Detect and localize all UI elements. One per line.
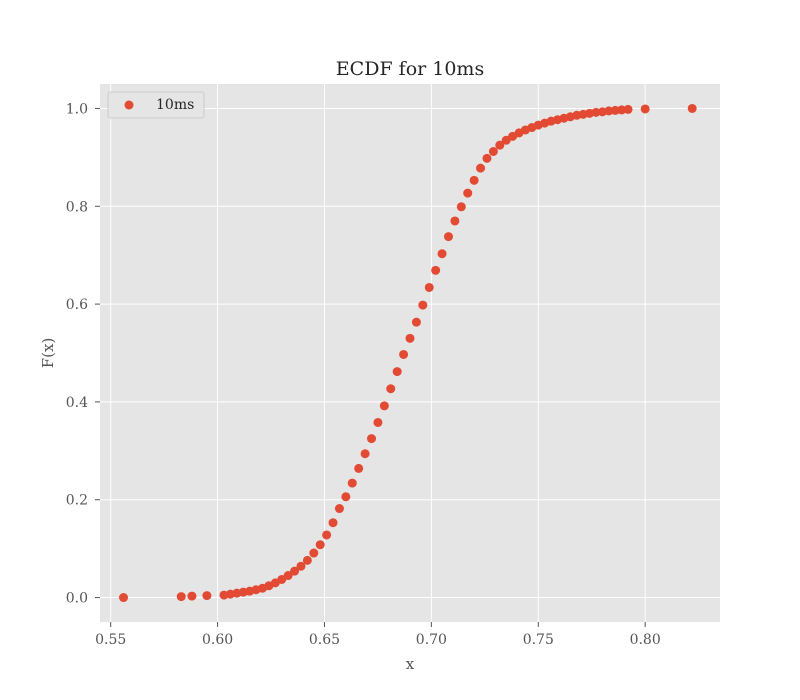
data-point xyxy=(418,300,428,310)
data-point xyxy=(373,417,383,427)
legend: 10ms xyxy=(107,91,205,119)
data-point xyxy=(424,282,434,292)
chart-title: ECDF for 10ms xyxy=(336,58,484,80)
data-point xyxy=(309,548,319,558)
y-axis-label: F(x) xyxy=(39,338,57,369)
data-point xyxy=(290,566,300,576)
y-tick-label: 0.8 xyxy=(66,199,88,215)
x-axis-ticks: 0.55 0.60 0.65 0.70 0.75 0.80 xyxy=(95,622,661,648)
data-point xyxy=(354,463,364,473)
x-tick-label: 0.65 xyxy=(309,632,340,648)
x-tick-label: 0.80 xyxy=(630,632,661,648)
data-point xyxy=(347,478,357,488)
data-point xyxy=(386,384,396,394)
data-point xyxy=(469,175,479,185)
data-point xyxy=(296,561,306,571)
data-point xyxy=(405,333,415,343)
data-point xyxy=(302,555,312,565)
y-tick-label: 0.4 xyxy=(66,395,88,411)
data-point xyxy=(119,593,129,603)
data-point xyxy=(334,504,344,514)
data-point xyxy=(341,492,351,502)
x-axis-label: x xyxy=(406,655,415,673)
data-point xyxy=(187,591,197,601)
y-tick-label: 1.0 xyxy=(66,101,88,117)
y-tick-label: 0.0 xyxy=(66,591,88,607)
data-point xyxy=(283,571,293,581)
y-tick-label: 0.6 xyxy=(66,297,88,313)
x-tick-label: 0.70 xyxy=(416,632,447,648)
data-point xyxy=(623,104,633,114)
data-point xyxy=(322,530,332,540)
data-point xyxy=(437,249,447,259)
data-point xyxy=(450,216,460,226)
y-axis-ticks: 0.0 0.2 0.4 0.6 0.8 1.0 xyxy=(66,101,100,607)
data-point xyxy=(411,317,421,327)
data-point xyxy=(591,107,601,117)
x-tick-label: 0.60 xyxy=(202,632,233,648)
data-point xyxy=(392,367,402,377)
data-point xyxy=(456,202,466,212)
y-tick-label: 0.2 xyxy=(66,493,88,509)
data-point xyxy=(495,140,505,150)
data-point xyxy=(476,163,486,173)
data-point xyxy=(360,449,370,459)
data-point xyxy=(202,591,212,601)
data-point xyxy=(431,265,441,275)
x-tick-label: 0.55 xyxy=(95,632,126,648)
data-point xyxy=(488,146,498,156)
data-point xyxy=(379,401,389,411)
data-point xyxy=(604,106,614,116)
data-point xyxy=(399,349,409,359)
data-point xyxy=(176,592,186,602)
data-point xyxy=(687,103,697,113)
data-point xyxy=(443,232,453,242)
plot-area xyxy=(100,84,720,622)
data-point xyxy=(610,105,620,115)
data-point xyxy=(617,105,627,115)
x-tick-label: 0.75 xyxy=(523,632,554,648)
data-point xyxy=(640,104,650,114)
legend-label: 10ms xyxy=(156,97,194,113)
data-point xyxy=(463,188,473,198)
legend-marker xyxy=(124,100,134,110)
legend-box xyxy=(107,91,205,119)
ecdf-points xyxy=(119,103,697,603)
data-point xyxy=(482,153,492,163)
data-point xyxy=(328,518,338,528)
data-point xyxy=(367,434,377,444)
data-point xyxy=(315,540,325,550)
